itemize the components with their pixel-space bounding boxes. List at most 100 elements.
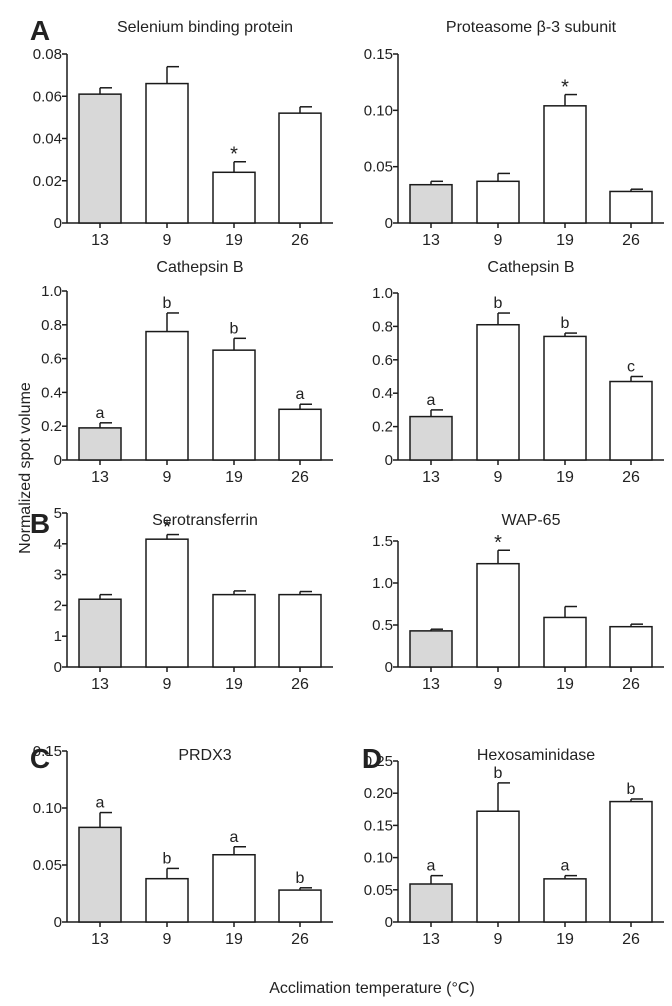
bar: [145, 538, 189, 668]
bar: [278, 593, 322, 668]
bar: [409, 415, 453, 461]
significance-label: a: [230, 829, 239, 846]
y-tick-label: 0.20: [364, 785, 393, 802]
bar: [278, 889, 322, 923]
y-tick-label: 0.15: [364, 46, 393, 63]
y-tick-label: 1.5: [372, 533, 393, 550]
x-tick-label: 26: [291, 232, 309, 249]
bar: [212, 349, 256, 461]
y-tick-label: 0: [385, 452, 393, 469]
x-tick-label: 26: [291, 676, 309, 693]
bar: [145, 82, 189, 224]
x-tick-label: 13: [422, 469, 440, 486]
y-axis-label: Normalized spot volume: [17, 382, 34, 554]
significance-label: a: [561, 858, 570, 875]
y-tick-label: 0.10: [33, 800, 62, 817]
x-tick-label: 9: [163, 676, 172, 693]
y-tick-label: 2: [54, 597, 62, 614]
x-tick-label: 26: [622, 676, 640, 693]
significance-label: b: [296, 870, 305, 887]
bar: [78, 427, 122, 461]
significance-label: b: [163, 850, 172, 867]
x-tick-label: 19: [556, 232, 574, 249]
bar: [609, 800, 653, 923]
significance-label: b: [561, 315, 570, 332]
y-tick-label: 0: [385, 659, 393, 676]
bar: [476, 810, 520, 923]
y-tick-label: 0.05: [33, 857, 62, 874]
y-tick-label: 0.06: [33, 88, 62, 105]
y-tick-label: 0.5: [372, 617, 393, 634]
panel-letter: A: [30, 15, 50, 46]
bar: [409, 630, 453, 668]
y-tick-label: 0.8: [372, 318, 393, 335]
x-tick-label: 13: [422, 931, 440, 948]
x-tick-label: 26: [291, 469, 309, 486]
x-tick-label: 13: [422, 676, 440, 693]
x-tick-label: 13: [91, 469, 109, 486]
significance-label: a: [427, 392, 436, 409]
bar: [212, 853, 256, 923]
x-tick-label: 19: [225, 676, 243, 693]
x-tick-label: 9: [163, 232, 172, 249]
y-tick-label: 0: [54, 452, 62, 469]
x-tick-label: 19: [225, 931, 243, 948]
y-tick-label: 0.25: [364, 753, 393, 770]
x-tick-label: 19: [225, 232, 243, 249]
y-tick-label: 0.10: [364, 102, 393, 119]
significance-label: b: [494, 765, 503, 782]
y-tick-label: 5: [54, 505, 62, 522]
y-tick-label: 0.10: [364, 850, 393, 867]
x-tick-label: 26: [622, 931, 640, 948]
bar: [476, 562, 520, 668]
y-tick-label: 0.6: [41, 351, 62, 368]
bar: [78, 826, 122, 923]
y-tick-label: 0.05: [364, 159, 393, 176]
bar: [543, 105, 587, 224]
y-tick-label: 0.08: [33, 46, 62, 63]
x-tick-label: 13: [91, 931, 109, 948]
panel-letter: C: [30, 743, 50, 774]
panel-title: Serotransferrin: [152, 512, 258, 529]
y-tick-label: 3: [54, 567, 62, 584]
bar: [609, 625, 653, 668]
x-axis-label: Acclimation temperature (°C): [269, 980, 475, 997]
significance-label: a: [96, 405, 105, 422]
significance-label: a: [96, 795, 105, 812]
x-tick-label: 9: [494, 676, 503, 693]
bar: [609, 380, 653, 461]
y-tick-label: 0.8: [41, 317, 62, 334]
panel-letter: D: [362, 743, 382, 774]
bar: [409, 883, 453, 923]
panel-title: Selenium binding protein: [117, 19, 293, 36]
bar: [543, 616, 587, 668]
x-tick-label: 9: [494, 232, 503, 249]
y-tick-label: 0.05: [364, 882, 393, 899]
significance-label: c: [627, 359, 635, 376]
bar: [476, 180, 520, 224]
panel-letter: B: [30, 508, 50, 539]
x-tick-label: 9: [163, 469, 172, 486]
y-tick-label: 1.0: [372, 575, 393, 592]
bar: [145, 877, 189, 923]
significance-label: *: [561, 77, 569, 99]
bar: [278, 112, 322, 224]
bar: [543, 878, 587, 923]
bar: [278, 408, 322, 461]
bar: [476, 323, 520, 461]
x-tick-label: 19: [556, 469, 574, 486]
y-tick-label: 1.0: [372, 285, 393, 302]
y-tick-label: 0.02: [33, 173, 62, 190]
y-tick-label: 0.6: [372, 352, 393, 369]
panel-title: Hexosaminidase: [477, 747, 595, 764]
y-tick-label: 0: [54, 215, 62, 232]
significance-label: b: [494, 295, 503, 312]
bar: [78, 93, 122, 224]
bar: [212, 171, 256, 224]
y-tick-label: 0: [54, 659, 62, 676]
bar: [409, 183, 453, 224]
panel-title: Cathepsin B: [487, 259, 574, 276]
y-tick-label: 0.4: [41, 384, 62, 401]
x-tick-label: 26: [622, 469, 640, 486]
x-tick-label: 13: [422, 232, 440, 249]
